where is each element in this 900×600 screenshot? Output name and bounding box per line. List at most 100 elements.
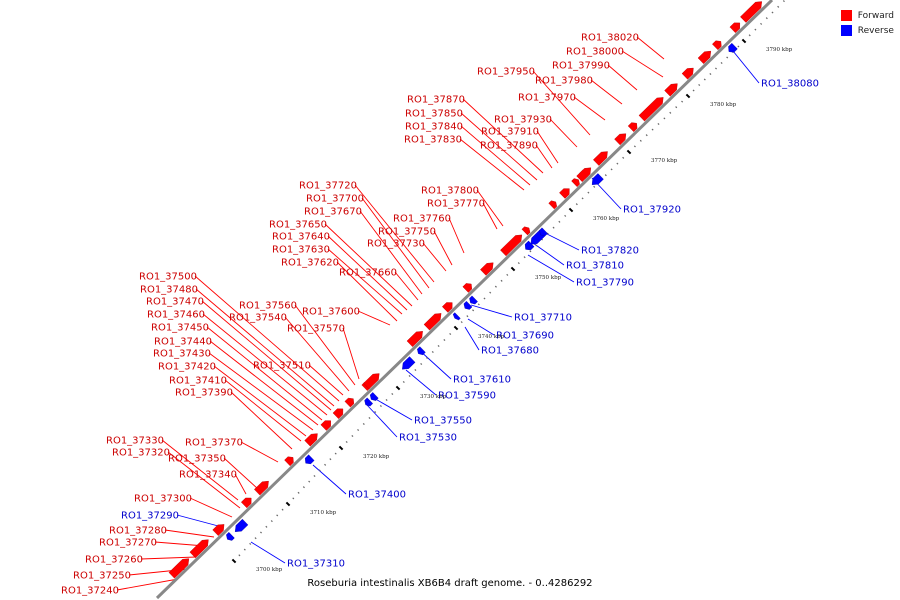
leader-line: [176, 514, 223, 528]
gene-label: RO1_37570: [287, 324, 345, 335]
gene-arrow-forward: [559, 188, 570, 199]
leader-line: [308, 364, 344, 396]
tick-mark: [760, 22, 763, 25]
gene-arrow-reverse: [469, 295, 478, 305]
gene-label: RO1_37340: [179, 470, 237, 481]
gene-label: RO1_37240: [61, 586, 119, 597]
leader-line: [636, 36, 665, 60]
tick-mark: [681, 100, 684, 103]
tick-mark: [593, 185, 596, 188]
tick-mark: [737, 45, 740, 48]
gene-label: RO1_37730: [367, 239, 425, 250]
gene-label: RO1_37440: [154, 337, 212, 348]
tick-mark: [302, 486, 305, 489]
gene-label: RO1_37640: [272, 232, 330, 243]
tick-mark: [645, 134, 648, 137]
gene-label: RO1_37330: [106, 436, 164, 447]
gene-label: RO1_38000: [566, 47, 624, 58]
tick-mark: [243, 548, 246, 551]
tick-mark: [420, 362, 423, 366]
gene-arrow-forward: [740, 1, 763, 23]
leader-line: [294, 304, 356, 386]
gene-arrow-reverse: [402, 356, 416, 370]
tick-label: 3740 kbp: [478, 334, 505, 340]
gene-features: [168, 1, 763, 579]
leader-line: [357, 310, 391, 326]
gene-label: RO1_37910: [481, 127, 539, 138]
tick-mark: [402, 380, 405, 384]
gene-label: RO1_37820: [581, 246, 639, 257]
tick-mark: [425, 356, 429, 360]
gene-arrow-reverse: [591, 173, 604, 185]
gene-arrow-reverse: [369, 392, 379, 401]
gene-arrow-forward: [320, 420, 331, 431]
gene-label: RO1_37850: [405, 109, 463, 120]
tick-mark: [338, 445, 344, 451]
gene-arrow-forward: [344, 397, 355, 408]
gene-arrow-forward: [664, 83, 678, 97]
leader-line: [230, 391, 293, 450]
gene-label: RO1_37510: [253, 361, 311, 372]
leader-line: [459, 138, 525, 191]
gene-label: RO1_37840: [405, 122, 463, 133]
leader-line: [201, 300, 332, 411]
gene-arrow-reverse: [417, 346, 426, 356]
gene-arrow-reverse: [452, 312, 461, 321]
tick-mark: [351, 434, 354, 438]
gene-label: RO1_37620: [281, 258, 339, 269]
leader-line: [540, 230, 580, 251]
tick-mark: [379, 404, 382, 408]
gene-label: RO1_38020: [581, 33, 639, 44]
leader-line: [621, 50, 664, 78]
tick-mark: [587, 191, 590, 194]
gene-arrow-reverse: [524, 240, 535, 251]
tick-mark: [483, 297, 486, 300]
leader-line: [476, 189, 504, 227]
tick-mark: [663, 117, 666, 120]
gene-label: RO1_37550: [414, 416, 472, 427]
gene-label: RO1_37700: [306, 194, 364, 205]
gene-arrow-reverse: [304, 454, 315, 465]
tick-mark: [703, 78, 706, 81]
gene-arrow-forward: [729, 22, 741, 34]
gene-label: RO1_37310: [287, 559, 345, 570]
gene-arrow-reverse: [539, 227, 548, 237]
gene-label: RO1_37300: [134, 494, 192, 505]
legend-item-forward: Forward: [840, 8, 894, 23]
leader-line: [240, 441, 279, 463]
tick-mark: [626, 149, 632, 155]
tick-label: 3750 kbp: [535, 275, 562, 281]
tick-mark: [489, 291, 492, 294]
leader-line: [532, 242, 565, 266]
tick-mark: [669, 111, 672, 114]
tick-mark: [610, 168, 613, 171]
leader-line: [394, 271, 419, 301]
gene-label: RO1_37720: [299, 181, 357, 192]
tick-mark: [285, 501, 291, 507]
tick-mark: [581, 197, 584, 200]
gene-label: RO1_37280: [109, 526, 167, 537]
leader-line: [140, 556, 197, 560]
leader-line: [223, 457, 259, 490]
gene-arrow-forward: [627, 122, 638, 132]
gene-arrow-forward: [332, 408, 344, 419]
tick-label: 3720 kbp: [363, 454, 390, 460]
legend-swatch-forward: [840, 10, 852, 21]
gene-arrow-forward: [212, 524, 225, 536]
gene-label: RO1_37830: [404, 135, 462, 146]
tick-mark: [685, 93, 691, 99]
gene-arrow-forward: [304, 433, 318, 447]
gene-label: RO1_37590: [438, 391, 496, 402]
gene-labels: RO1_37240RO1_37250RO1_37260RO1_37270RO1_…: [61, 33, 819, 597]
gene-arrow-forward: [593, 151, 608, 166]
gene-arrow-forward: [189, 539, 209, 559]
tick-mark: [453, 325, 459, 331]
tick-mark: [443, 338, 446, 342]
gene-arrow-forward: [638, 97, 664, 122]
tick-mark: [408, 374, 411, 378]
leader-line: [213, 365, 307, 437]
tick-mark: [466, 315, 469, 318]
tick-mark: [552, 226, 555, 229]
gene-label: RO1_37680: [481, 346, 539, 357]
